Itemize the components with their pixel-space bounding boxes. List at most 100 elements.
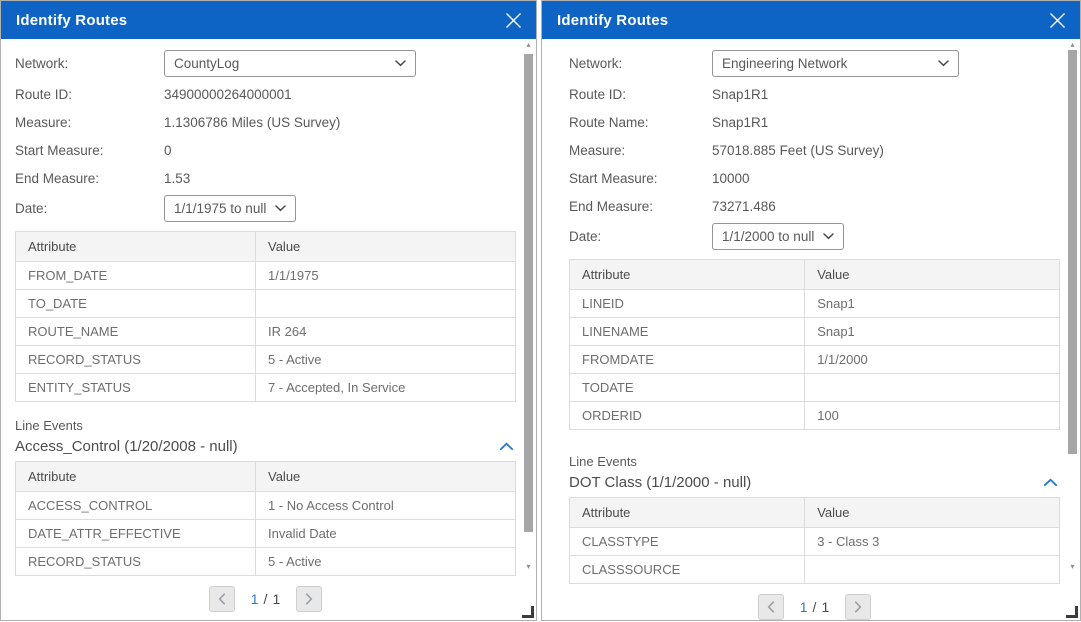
scroll-down-icon[interactable]: ▾ — [526, 562, 531, 571]
line-event-attribute-table: Attribute Value CLASSTYPE 3 - Class 3 CLASSS… — [568, 497, 1060, 584]
value-cell: 1/1/2000 — [804, 345, 1060, 374]
line-event-attribute-table: Attribute Value ACCESS_CONTROL 1 - No Acces… — [15, 461, 516, 576]
identify-routes-dialog: Identify Routes Network: Engineering Netw… — [541, 0, 1081, 621]
value-cell: 5 - Active — [255, 547, 516, 576]
column-header: Attribute — [15, 461, 256, 492]
value-cell — [804, 555, 1060, 584]
value-cell: IR 264 — [255, 317, 516, 346]
attribute-cell: ROUTE_NAME — [15, 317, 256, 346]
field-row: Route ID: Snap1R1 — [569, 80, 1060, 108]
field-row: Start Measure: 0 — [15, 136, 516, 164]
selected-value: 1/1/1975 to null — [174, 201, 267, 216]
scroll-up-icon[interactable]: ▴ — [526, 40, 531, 49]
dropdown-select[interactable]: CountyLog — [164, 50, 416, 77]
collapse-chevron-up-icon[interactable] — [497, 440, 516, 453]
page-indicator: 1 / 1 — [800, 599, 829, 615]
field-label: Date: — [15, 201, 48, 216]
field-label: Measure: — [569, 142, 626, 158]
field-row: Network: Engineering Network — [569, 47, 1060, 80]
field-label: Start Measure: — [569, 170, 658, 186]
identify-routes-dialog: Identify Routes Network: CountyLog Route I… — [0, 0, 537, 621]
field-row: Date: 1/1/2000 to null — [569, 220, 1060, 253]
field-list: Network: CountyLog Route ID: 34900000264000… — [15, 47, 516, 225]
field-row: Start Measure: 10000 — [569, 164, 1060, 192]
field-value: Snap1R1 — [712, 86, 769, 102]
close-icon[interactable] — [1049, 12, 1066, 29]
line-events-label: Line Events — [569, 454, 637, 469]
pagination: 1 / 1 — [15, 586, 516, 612]
line-event-group-header: Access_Control (1/20/2008 - null) — [15, 438, 516, 455]
dialog-content: Network: Engineering Network Route ID: Snap… — [542, 39, 1080, 620]
value-cell: 3 - Class 3 — [804, 527, 1060, 556]
field-label: End Measure: — [15, 170, 100, 186]
table-row: CLASSSOURCE — [568, 555, 1060, 584]
chevron-down-icon — [275, 205, 287, 212]
value-cell: 7 - Accepted, In Service — [255, 373, 516, 402]
value-cell: 1/1/1975 — [255, 261, 516, 290]
field-value: 0 — [164, 142, 172, 158]
vertical-scrollbar[interactable]: ▴ ▾ — [523, 41, 534, 571]
column-header: Value — [804, 497, 1060, 528]
attribute-cell: RECORD_STATUS — [15, 345, 256, 374]
table-row: FROMDATE 1/1/2000 — [568, 345, 1060, 374]
attribute-cell: CLASSSOURCE — [568, 555, 806, 584]
vertical-scrollbar[interactable]: ▴ ▾ — [1067, 41, 1078, 571]
field-label: Network: — [569, 56, 623, 71]
page-indicator: 1 / 1 — [251, 591, 280, 607]
pagination: 1 / 1 — [569, 594, 1060, 620]
field-row: Measure: 57018.885 Feet (US Survey) — [569, 136, 1060, 164]
route-attribute-table: Attribute Value LINEID Snap1 LINENAME Snap1 FR… — [568, 259, 1060, 430]
column-header: Value — [804, 259, 1060, 290]
total-pages: 1 — [821, 599, 830, 615]
value-cell — [255, 289, 516, 318]
route-attribute-table: Attribute Value FROM_DATE 1/1/1975 TO_DATE RO… — [15, 231, 516, 402]
value-cell: 1 - No Access Control — [255, 491, 516, 520]
prev-page-button[interactable] — [757, 594, 784, 620]
table-row: TODATE — [568, 373, 1060, 402]
scroll-up-icon[interactable]: ▴ — [1070, 40, 1075, 49]
field-label: Route Name: — [569, 114, 649, 130]
field-value: 1.53 — [164, 170, 191, 186]
scroll-down-icon[interactable]: ▾ — [1070, 562, 1075, 571]
table-row: RECORD_STATUS 5 - Active — [15, 345, 516, 374]
collapse-chevron-up-icon[interactable] — [1041, 476, 1060, 489]
dialog-titlebar: Identify Routes — [542, 1, 1080, 39]
dropdown-select[interactable]: 1/1/1975 to null — [164, 195, 297, 222]
field-value: 10000 — [712, 170, 750, 186]
close-icon[interactable] — [505, 12, 522, 29]
resize-handle[interactable] — [522, 606, 534, 618]
scrollbar-thumb[interactable] — [1068, 50, 1077, 454]
field-value: 57018.885 Feet (US Survey) — [712, 142, 884, 158]
next-page-button[interactable] — [845, 594, 872, 620]
next-page-button[interactable] — [296, 586, 323, 612]
value-cell: Snap1 — [804, 317, 1060, 346]
column-header: Value — [255, 461, 516, 492]
resize-handle[interactable] — [1066, 606, 1078, 618]
dialog-content: Network: CountyLog Route ID: 34900000264000… — [1, 39, 536, 612]
prev-page-button[interactable] — [208, 586, 235, 612]
table-row: ENTITY_STATUS 7 - Accepted, In Service — [15, 373, 516, 402]
attribute-cell: TODATE — [568, 373, 806, 402]
current-page: 1 — [250, 591, 259, 607]
column-header: Attribute — [15, 231, 256, 262]
line-event-group-header: DOT Class (1/1/2000 - null) — [569, 474, 1060, 491]
dropdown-select[interactable]: Engineering Network — [712, 50, 959, 77]
attribute-cell: ACCESS_CONTROL — [15, 491, 256, 520]
field-row: Date: 1/1/1975 to null — [15, 192, 516, 225]
attribute-cell: LINENAME — [568, 317, 806, 346]
chevron-down-icon — [395, 60, 406, 67]
field-label: End Measure: — [569, 198, 654, 214]
attribute-cell: ENTITY_STATUS — [15, 373, 256, 402]
table-row: ACCESS_CONTROL 1 - No Access Control — [15, 491, 516, 520]
attribute-cell: ORDERID — [568, 401, 806, 430]
dropdown-select[interactable]: 1/1/2000 to null — [712, 223, 845, 250]
total-pages: 1 — [272, 591, 281, 607]
table-row: TO_DATE — [15, 289, 516, 318]
attribute-cell: LINEID — [568, 289, 806, 318]
line-event-group-title: Access_Control (1/20/2008 - null) — [15, 438, 238, 455]
scrollbar-thumb[interactable] — [524, 54, 533, 532]
field-value: 73271.486 — [712, 198, 776, 214]
line-events-label: Line Events — [15, 418, 83, 433]
table-row: ORDERID 100 — [568, 401, 1060, 430]
